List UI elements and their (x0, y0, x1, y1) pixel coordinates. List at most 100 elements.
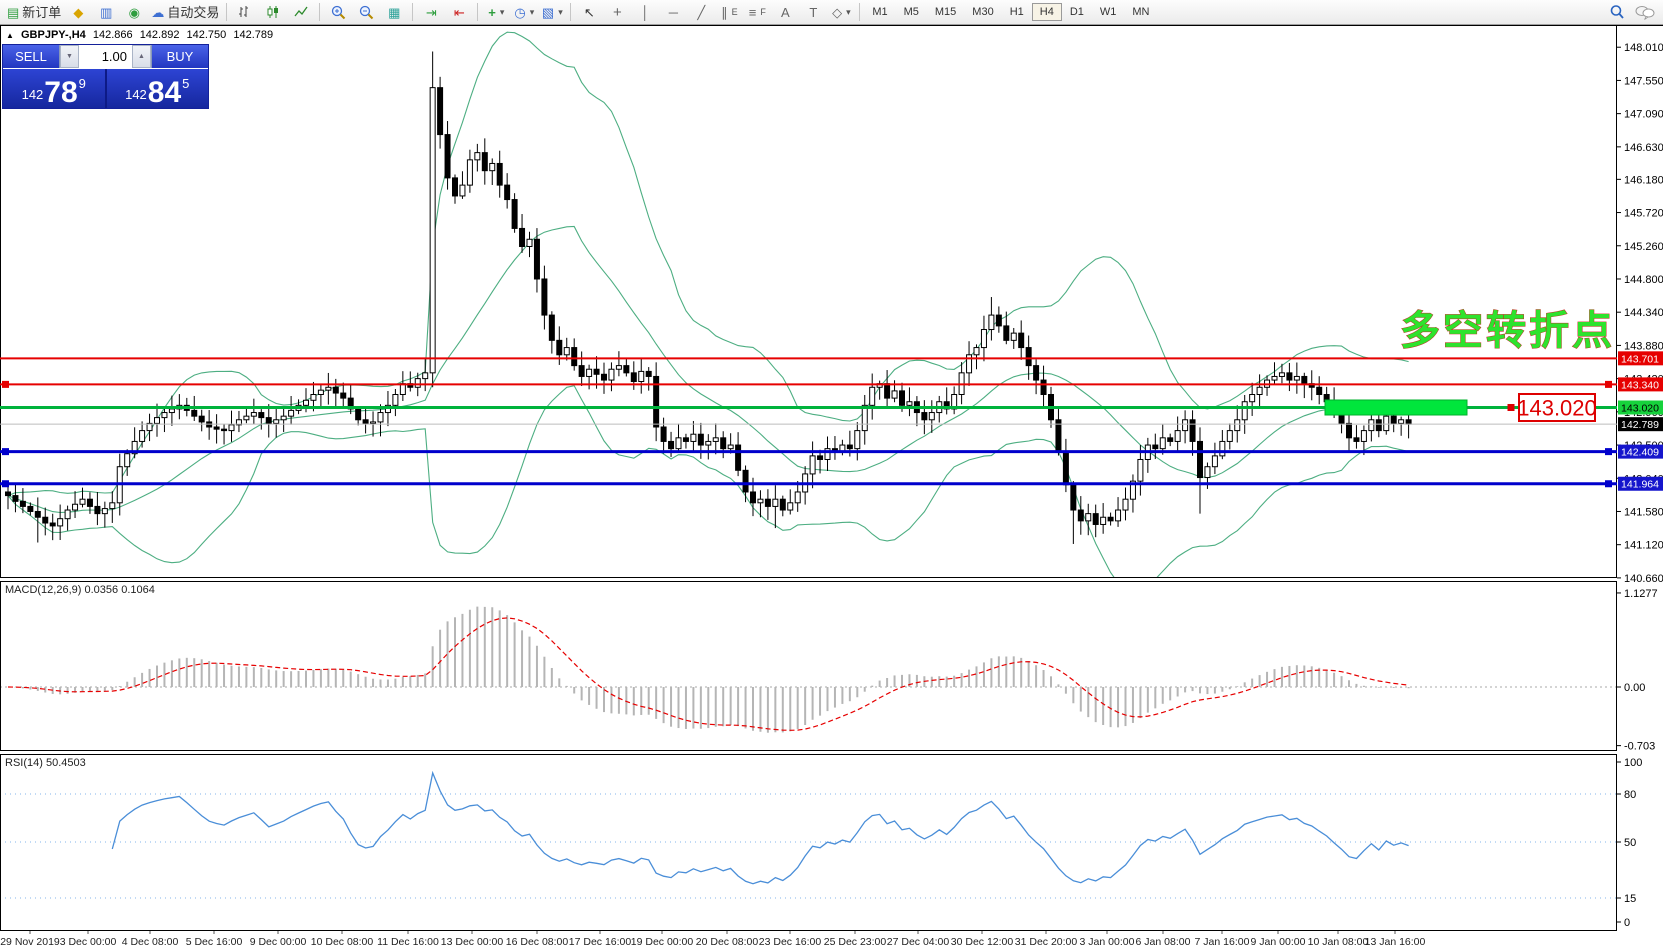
tile-windows-button[interactable]: ▦ (380, 2, 408, 22)
candle-body (988, 314, 995, 331)
candle-body (593, 368, 600, 375)
candle-body (1271, 375, 1278, 381)
candle-body (645, 370, 652, 377)
candle-body (109, 502, 116, 510)
ohlc-high: 142.892 (139, 29, 180, 41)
chat-icon[interactable] (1635, 5, 1655, 20)
data-window-button[interactable]: ▥ (92, 2, 120, 22)
macd-main-value: 0.0356 (84, 584, 119, 596)
candle-body (533, 238, 540, 280)
callout-handle[interactable] (1507, 404, 1515, 411)
price-callout-box[interactable] (1518, 393, 1596, 422)
ohlc-low: 142.750 (186, 29, 227, 41)
level-handle[interactable] (1605, 380, 1612, 388)
tf-w1-button[interactable]: W1 (1099, 6, 1117, 18)
volume-value[interactable]: 1.00 (101, 49, 127, 64)
tf-m30-button[interactable]: M30 (972, 6, 994, 18)
time-label: 4 Dec 08:00 (122, 936, 179, 948)
buy-price[interactable]: 142 84 5 (106, 69, 208, 108)
periods-button[interactable]: ◷ ▾ (510, 2, 538, 22)
candle-body (1234, 419, 1241, 432)
macd-tick-label: 0.00 (1624, 682, 1645, 694)
indicators-button[interactable]: + ▾ (482, 2, 510, 22)
level-handle[interactable] (1605, 448, 1612, 456)
tf-mn-button[interactable]: MN (1132, 6, 1150, 18)
tf-m5-button[interactable]: M5 (903, 6, 919, 18)
sell-price-pip: 9 (78, 76, 86, 91)
price-tick-label: 144.340 (1624, 307, 1663, 319)
price-callout-text: 143.020 (1517, 396, 1597, 421)
zoom-out-button[interactable] (352, 2, 380, 22)
candle-body (332, 386, 339, 394)
candle-body (608, 368, 615, 381)
ea-status-button[interactable]: ◉ (120, 2, 148, 22)
candle-body (809, 455, 816, 475)
tf-h4-button[interactable]: H4 (1031, 3, 1062, 21)
fibonacci-tool-button[interactable]: ≡ F (743, 2, 771, 22)
tf-m15-button[interactable]: M15 (934, 6, 957, 18)
trendline-tool-button[interactable]: ╱ (687, 2, 715, 22)
level-badge (1618, 400, 1663, 415)
new-order-icon: ▤ (7, 4, 20, 20)
cursor-tool-button[interactable]: ↖ (575, 2, 603, 22)
candle-body (72, 503, 79, 511)
candle-chart-button[interactable] (259, 2, 287, 22)
crosshair-tool-button[interactable]: + (603, 2, 631, 22)
annotation-text[interactable]: 多空转折点 (1400, 309, 1615, 354)
bar-chart-button[interactable] (231, 2, 259, 22)
volume-down-button[interactable]: ▼ (60, 45, 79, 68)
bollinger-middle (7, 225, 1409, 514)
candle-body (817, 455, 824, 460)
candle-body (794, 491, 801, 504)
templates-button[interactable]: ▧ ▾ (538, 2, 566, 22)
rsi-tick-label: 80 (1624, 789, 1636, 801)
level-handle[interactable] (2, 448, 9, 456)
tf-d1-button[interactable]: D1 (1069, 6, 1084, 18)
autoscroll-button[interactable]: ⇥ (417, 2, 445, 22)
buy-button[interactable]: BUY (152, 45, 208, 68)
candle-body (519, 227, 526, 247)
candle-body (563, 347, 570, 356)
candle-body (884, 383, 891, 399)
level-handle[interactable] (1605, 480, 1612, 488)
candle-body (422, 372, 429, 380)
label-tool-button[interactable]: T (799, 2, 827, 22)
highlight-rectangle[interactable] (1324, 399, 1468, 416)
chart-header: ▲ GBPJPY-,H4 142.866 142.892 142.750 142… (6, 29, 277, 41)
time-label: 3 Jan 00:00 (1080, 936, 1135, 948)
channel-tool-button[interactable]: ∥ E (715, 2, 743, 22)
volume-up-button[interactable]: ▲ (132, 45, 151, 68)
candle-body (265, 417, 272, 424)
candle-body (42, 516, 49, 524)
candle-body (168, 408, 175, 414)
zoom-in-button[interactable] (324, 2, 352, 22)
tf-h1-button[interactable]: H1 (1009, 6, 1024, 18)
search-icon[interactable] (1609, 4, 1625, 20)
market-watch-button[interactable]: ◆ (64, 2, 92, 22)
candle-body (12, 495, 19, 502)
line-chart-button[interactable] (287, 2, 315, 22)
arrows-tool-button[interactable]: ◇ ▾ (827, 2, 855, 22)
vline-tool-button[interactable]: │ (631, 2, 659, 22)
level-handle[interactable] (2, 380, 9, 388)
level-handle[interactable] (2, 480, 9, 488)
hline-tool-button[interactable]: ─ (659, 2, 687, 22)
time-label: 10 Dec 08:00 (311, 936, 374, 948)
autotrading-button[interactable]: ☁ 自动交易 (148, 2, 222, 22)
crosshair-icon: + (612, 3, 622, 21)
rsi-value: 50.4503 (45, 757, 86, 769)
candle-body (101, 508, 108, 515)
time-label: 13 Jan 16:00 (1365, 936, 1426, 948)
autotrading-label: 自动交易 (167, 4, 220, 20)
price-tick-label: 148.010 (1624, 42, 1663, 54)
price-tick-label: 146.180 (1624, 174, 1663, 186)
sell-price[interactable]: 142 78 9 (3, 69, 105, 108)
sell-button[interactable]: SELL (3, 45, 59, 68)
tf-m1-button[interactable]: M1 (872, 6, 888, 18)
candle-body (5, 491, 11, 497)
text-tool-button[interactable]: A (771, 2, 799, 22)
candle-body (1025, 347, 1032, 367)
chart-shift-button[interactable]: ⇤ (445, 2, 473, 22)
new-order-button[interactable]: ▤ 新订单 (4, 2, 64, 22)
